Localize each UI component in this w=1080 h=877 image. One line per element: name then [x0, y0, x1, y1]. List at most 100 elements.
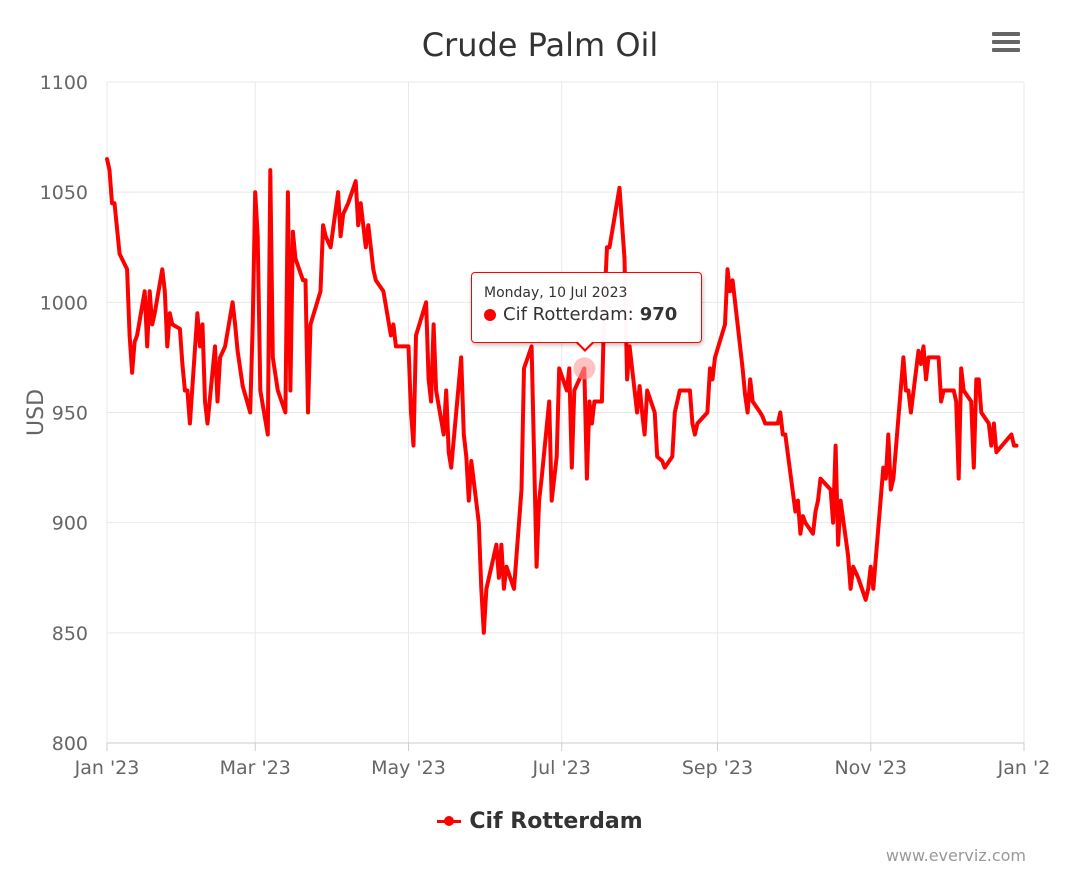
data-point [731, 279, 734, 282]
data-point [626, 378, 629, 381]
data-point [628, 345, 631, 348]
data-point [892, 477, 895, 480]
data-point [799, 532, 802, 535]
data-point [203, 400, 206, 403]
data-point [374, 279, 377, 282]
data-point [764, 422, 767, 425]
data-point [106, 158, 109, 161]
data-point [796, 499, 799, 502]
data-point [980, 411, 983, 414]
y-tick-label: 1050 [40, 182, 88, 204]
data-point [196, 312, 199, 315]
data-point [495, 543, 498, 546]
data-point [600, 400, 603, 403]
data-point [751, 400, 754, 403]
data-point [776, 422, 779, 425]
data-point [990, 444, 993, 447]
data-point [864, 598, 867, 601]
data-point [688, 389, 691, 392]
data-point [151, 323, 154, 326]
data-point [744, 393, 747, 396]
data-point [962, 389, 965, 392]
data-point [266, 433, 269, 436]
data-point [638, 385, 641, 388]
data-point [126, 268, 129, 271]
hamburger-menu-icon[interactable] [992, 32, 1020, 54]
credit-link[interactable]: www.everviz.com [885, 846, 1026, 865]
data-point [857, 576, 860, 579]
data-point [477, 521, 480, 524]
data-point [427, 378, 430, 381]
data-point [794, 510, 797, 513]
data-point [442, 433, 445, 436]
data-point [372, 268, 375, 271]
data-point [957, 477, 960, 480]
data-point [588, 400, 591, 403]
data-point [231, 301, 234, 304]
data-point [917, 349, 920, 352]
data-point [548, 400, 551, 403]
data-point [570, 466, 573, 469]
data-point [573, 389, 576, 392]
data-point [178, 327, 181, 330]
data-point [852, 565, 855, 568]
data-point [960, 367, 963, 370]
data-point [214, 345, 217, 348]
data-point [224, 345, 227, 348]
data-point [181, 363, 184, 366]
legend-item-cif-rotterdam[interactable]: Cif Rotterdam [437, 808, 643, 834]
data-point [520, 488, 523, 491]
data-point [882, 466, 885, 469]
data-point [829, 488, 832, 491]
data-point [889, 488, 892, 491]
data-point [759, 411, 762, 414]
data-point [693, 433, 696, 436]
data-point [623, 257, 626, 260]
data-point [131, 371, 134, 374]
data-point [661, 459, 664, 462]
data-point [673, 411, 676, 414]
data-point [143, 290, 146, 293]
x-tick-label: Jul '23 [532, 757, 591, 779]
data-point [558, 367, 561, 370]
data-point [779, 411, 782, 414]
data-point [641, 411, 644, 414]
data-point [987, 422, 990, 425]
data-point [945, 389, 948, 392]
data-point [724, 323, 727, 326]
data-point [811, 532, 814, 535]
data-point [540, 477, 543, 480]
data-point [872, 587, 875, 590]
data-point [927, 356, 930, 359]
data-point [696, 422, 699, 425]
data-point [646, 389, 649, 392]
data-point [108, 169, 111, 172]
data-point [636, 411, 639, 414]
legend: Cif Rotterdam [0, 808, 1080, 834]
data-point [834, 444, 837, 447]
legend-label: Cif Rotterdam [469, 808, 643, 834]
data-point [389, 334, 392, 337]
data-point [364, 246, 367, 249]
data-point [1010, 433, 1013, 436]
data-point [925, 378, 928, 381]
data-point [236, 349, 239, 352]
data-point [533, 455, 536, 458]
data-point [198, 345, 201, 348]
data-point [118, 252, 121, 255]
data-point [407, 345, 410, 348]
y-tick-label: 900 [52, 513, 88, 535]
data-point [729, 290, 732, 293]
data-point [286, 191, 289, 194]
legend-dot [444, 816, 455, 826]
data-point [816, 499, 819, 502]
data-point [249, 411, 252, 414]
data-point [276, 389, 279, 392]
data-point [128, 334, 131, 337]
data-point [186, 389, 189, 392]
data-point [188, 422, 191, 425]
y-tick-label: 850 [52, 623, 88, 645]
data-point [294, 257, 297, 260]
data-point [329, 246, 332, 249]
data-point [284, 411, 287, 414]
